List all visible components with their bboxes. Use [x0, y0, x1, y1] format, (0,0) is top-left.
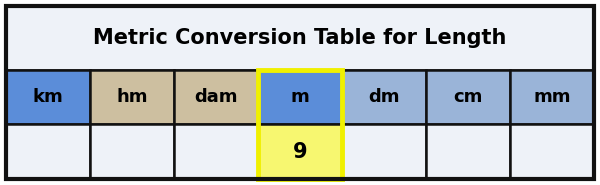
Text: Metric Conversion Table for Length: Metric Conversion Table for Length	[94, 28, 506, 48]
FancyBboxPatch shape	[342, 124, 426, 179]
FancyBboxPatch shape	[426, 70, 510, 124]
FancyBboxPatch shape	[6, 124, 90, 179]
Text: dam: dam	[194, 88, 238, 106]
Text: 9: 9	[293, 142, 307, 162]
Text: km: km	[32, 88, 64, 106]
Text: cm: cm	[454, 88, 482, 106]
FancyBboxPatch shape	[90, 124, 174, 179]
FancyBboxPatch shape	[90, 70, 174, 124]
FancyBboxPatch shape	[6, 6, 594, 70]
FancyBboxPatch shape	[258, 124, 342, 179]
FancyBboxPatch shape	[510, 70, 594, 124]
Text: hm: hm	[116, 88, 148, 106]
FancyBboxPatch shape	[174, 124, 258, 179]
Text: mm: mm	[533, 88, 571, 106]
FancyBboxPatch shape	[342, 70, 426, 124]
Text: dm: dm	[368, 88, 400, 106]
FancyBboxPatch shape	[174, 70, 258, 124]
FancyBboxPatch shape	[6, 70, 90, 124]
Text: m: m	[290, 88, 310, 106]
FancyBboxPatch shape	[510, 124, 594, 179]
FancyBboxPatch shape	[258, 70, 342, 124]
FancyBboxPatch shape	[426, 124, 510, 179]
